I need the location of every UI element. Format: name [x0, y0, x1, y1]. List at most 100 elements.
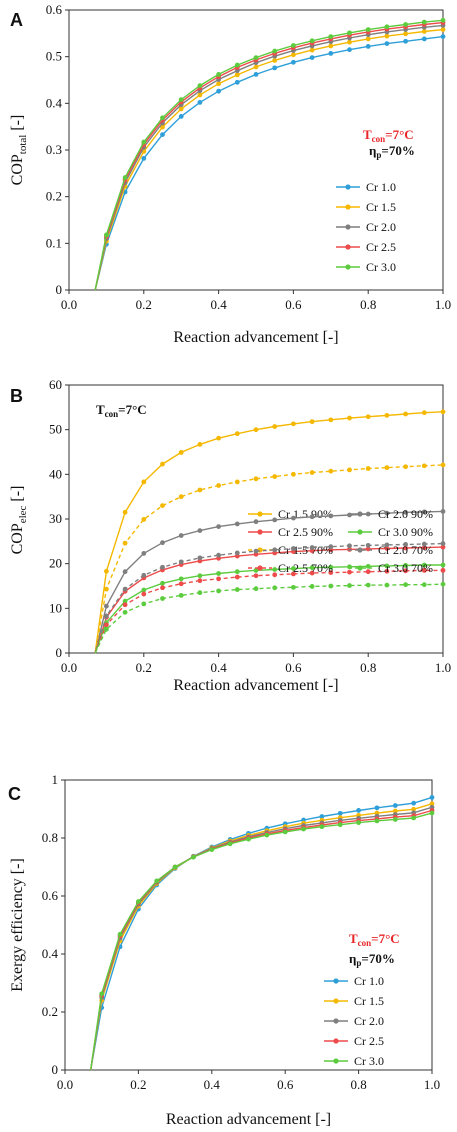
data-point — [347, 30, 352, 36]
data-point — [234, 569, 240, 575]
legend-item: Cr 3.0 90% — [348, 525, 433, 539]
y-tick-label: 0 — [56, 645, 63, 660]
legend-label: Cr 3.0 70% — [378, 561, 433, 575]
series-line — [90, 812, 433, 1071]
y-tick-label: 0.6 — [42, 888, 59, 903]
data-point — [160, 115, 165, 121]
x-tick-label: 1.0 — [424, 1077, 440, 1092]
data-point — [272, 585, 278, 591]
data-point — [178, 106, 184, 112]
data-point — [392, 808, 398, 814]
data-point — [272, 567, 278, 572]
annotation: Tcon=7°C — [96, 402, 147, 419]
data-point — [328, 43, 334, 49]
x-tick-label: 0.2 — [130, 1077, 146, 1092]
data-point — [440, 34, 446, 39]
data-point — [104, 626, 109, 632]
data-point — [141, 591, 147, 597]
data-point — [291, 421, 296, 427]
data-point — [246, 836, 251, 842]
series-cr-2-5-70- — [94, 567, 446, 654]
data-point — [384, 542, 390, 548]
data-point — [141, 550, 147, 556]
data-point — [347, 543, 352, 549]
data-point — [403, 509, 408, 515]
data-point — [172, 864, 178, 870]
data-point — [178, 581, 184, 587]
data-point — [440, 462, 446, 468]
data-point — [421, 463, 427, 469]
data-point — [197, 487, 203, 493]
data-point — [403, 464, 408, 470]
data-point — [216, 588, 222, 594]
data-point — [197, 573, 203, 579]
data-point — [347, 583, 352, 588]
series-line — [90, 796, 433, 1071]
series-line — [94, 411, 444, 654]
data-point — [421, 567, 427, 573]
legend-item: Cr 2.5 90% — [248, 525, 333, 539]
data-point — [136, 899, 141, 904]
series-line — [90, 803, 433, 1071]
legend-marker — [257, 511, 263, 517]
data-point — [440, 567, 446, 573]
data-point — [421, 582, 427, 588]
series-line — [94, 569, 443, 654]
data-point — [392, 817, 398, 822]
series-line — [94, 21, 444, 291]
data-point — [403, 582, 408, 588]
legend-item: Cr 3.0 70% — [348, 561, 433, 575]
data-point — [216, 524, 222, 529]
y-tick-label: 20 — [49, 556, 62, 571]
data-point — [328, 51, 334, 56]
data-point — [272, 547, 278, 553]
series-cr-3-0 — [90, 810, 435, 1071]
legend-marker — [345, 204, 351, 210]
data-point — [403, 563, 408, 568]
data-point — [291, 471, 296, 477]
data-point — [253, 586, 259, 592]
data-point — [403, 545, 408, 551]
data-point — [365, 414, 371, 420]
data-point — [291, 584, 296, 590]
annotation: Tcon=7°C — [349, 931, 400, 948]
data-point — [291, 52, 296, 58]
series-cr-3-0-90- — [94, 562, 446, 654]
data-point — [384, 412, 390, 418]
data-point — [160, 585, 165, 591]
data-point — [122, 602, 128, 608]
data-point — [141, 601, 147, 607]
legend-label: Cr 1.5 — [354, 994, 384, 1008]
data-point — [160, 580, 165, 586]
data-point — [160, 124, 165, 130]
data-point — [429, 810, 435, 816]
data-point — [197, 442, 203, 447]
series-cr-1-5-70- — [94, 462, 446, 654]
data-point — [253, 519, 259, 525]
annotation: Tcon=7°C — [363, 127, 414, 144]
data-point — [104, 613, 109, 619]
y-tick-label: 30 — [49, 511, 62, 526]
data-point — [309, 470, 315, 475]
data-point — [216, 81, 222, 87]
data-point — [440, 541, 446, 546]
data-point — [209, 847, 215, 852]
data-point — [272, 474, 278, 479]
legend-label: Cr 3.0 — [354, 1054, 384, 1068]
series-line — [90, 809, 433, 1071]
y-tick-label: 0 — [56, 282, 63, 297]
data-point — [272, 65, 278, 71]
y-tick-label: 0.4 — [42, 946, 59, 961]
legend-item: Cr 3.0 — [324, 1054, 384, 1068]
data-point — [365, 542, 371, 548]
legend-item: Cr 2.0 90% — [348, 507, 433, 521]
series-cr-1-5 — [94, 27, 446, 291]
data-point — [141, 139, 147, 145]
data-point — [309, 419, 315, 425]
data-point — [328, 34, 334, 39]
legend-marker — [333, 1018, 339, 1024]
data-point — [178, 559, 184, 565]
x-tick-label: 0.0 — [57, 1077, 73, 1092]
data-point — [384, 582, 390, 588]
data-point — [440, 581, 446, 587]
